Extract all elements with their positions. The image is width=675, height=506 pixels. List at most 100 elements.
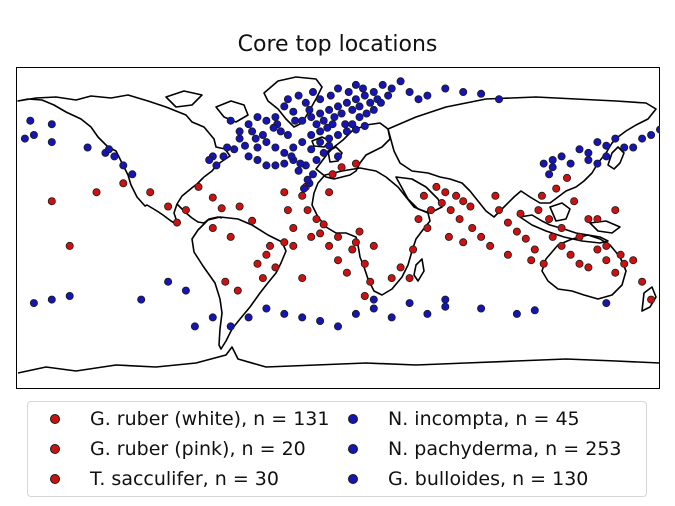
core-point-s2-5 [289,241,298,250]
core-point-s5-10 [333,131,342,140]
core-point-s2-4 [262,250,271,259]
core-point-s0-14 [316,229,325,238]
core-point-s3-41 [262,304,271,313]
core-point-s5-30 [251,134,260,143]
core-point-s4-29 [351,80,360,89]
core-point-s2-13 [444,232,453,241]
core-point-s2-15 [468,223,477,232]
core-point-s1-10 [405,274,414,283]
core-point-s5-31 [248,127,257,136]
core-point-s1-19 [611,206,620,215]
core-point-s2-29 [47,197,56,206]
core-point-s0-32 [491,191,500,200]
core-point-s2-6 [307,232,316,241]
core-point-s4-48 [235,127,244,136]
core-point-s5-41 [539,159,548,168]
core-point-s0-5 [265,241,274,250]
core-point-s5-22 [351,125,360,134]
core-point-s4-31 [376,98,385,107]
core-point-s5-51 [602,299,611,308]
core-point-s2-0 [181,206,190,215]
core-point-s4-25 [283,95,292,104]
core-point-s1-16 [563,173,572,182]
core-point-s2-7 [319,220,328,229]
core-point-s4-35 [355,113,364,122]
core-point-s2-9 [351,238,360,247]
core-point-s3-27 [575,145,584,154]
core-point-s0-52 [119,179,128,188]
core-point-s4-36 [362,109,371,118]
core-point-s0-40 [545,215,554,224]
core-point-s3-11 [333,152,342,161]
core-point-s4-38 [291,116,300,125]
legend-label: G. bulloides, n = 130 [388,468,589,490]
core-point-s4-18 [366,98,375,107]
core-point-s0-47 [602,256,611,265]
core-point-s0-23 [396,263,405,272]
core-point-s0-36 [521,234,530,243]
core-point-s4-44 [396,77,405,86]
core-point-s2-1 [208,223,217,232]
legend: G. ruber (white), n = 131 G. ruber (pink… [27,401,647,497]
core-point-s0-18 [348,245,357,254]
arabia-coast [395,176,443,214]
core-point-s3-1 [223,143,232,152]
asia-coast [387,96,657,218]
core-point-s3-28 [441,295,450,304]
core-point-s5-1 [253,156,262,165]
core-point-s5-6 [298,138,307,147]
legend-marker [348,474,358,484]
core-point-s0-44 [575,259,584,268]
core-point-s4-7 [360,91,369,100]
core-point-s5-54 [137,295,146,304]
core-point-s3-34 [351,309,360,318]
core-point-s5-40 [128,170,137,179]
core-point-s4-28 [333,84,342,93]
core-point-s5-13 [312,156,321,165]
core-point-s0-55 [172,218,181,227]
core-point-s4-50 [423,91,432,100]
core-point-s1-0 [280,188,289,197]
legend-label: N. pachyderma, n = 253 [388,438,622,460]
core-point-s5-11 [342,127,351,136]
core-point-s4-8 [369,87,378,96]
core-point-s3-40 [244,313,253,322]
core-point-s3-43 [190,322,199,331]
core-point-s3-22 [83,143,92,152]
core-point-s4-24 [358,84,367,93]
core-point-s5-24 [348,120,357,129]
core-point-s3-37 [405,299,414,308]
core-point-s3-3 [253,143,262,152]
core-point-s5-21 [287,152,296,161]
core-point-s3-10 [325,141,334,150]
legend-marker [50,444,60,454]
core-point-s4-53 [477,89,486,98]
core-point-s2-8 [333,232,342,241]
core-point-s5-46 [584,156,593,165]
core-point-s2-28 [65,241,74,250]
core-point-s0-6 [271,263,280,272]
core-point-s0-51 [92,188,101,197]
core-point-s4-13 [319,116,328,125]
core-point-s3-5 [271,143,280,152]
core-point-s4-12 [312,120,321,129]
core-point-s3-16 [620,143,629,152]
core-point-s2-12 [423,223,432,232]
core-point-s3-44 [208,313,217,322]
baffin-island-coast [215,100,249,123]
core-point-s4-26 [294,91,303,100]
europe-coast [315,122,391,180]
core-point-s1-2 [289,223,298,232]
core-point-s4-49 [226,116,235,125]
core-point-s5-18 [299,184,308,193]
core-point-s5-43 [548,163,557,172]
core-point-s0-34 [503,218,512,227]
japan-coast [607,146,625,170]
core-point-s1-6 [328,170,337,179]
core-point-s0-3 [235,202,244,211]
core-point-s0-1 [208,193,217,202]
core-point-s5-33 [230,145,239,154]
core-point-s4-11 [271,113,280,122]
core-point-s5-38 [110,152,119,161]
core-point-s1-18 [584,215,593,224]
